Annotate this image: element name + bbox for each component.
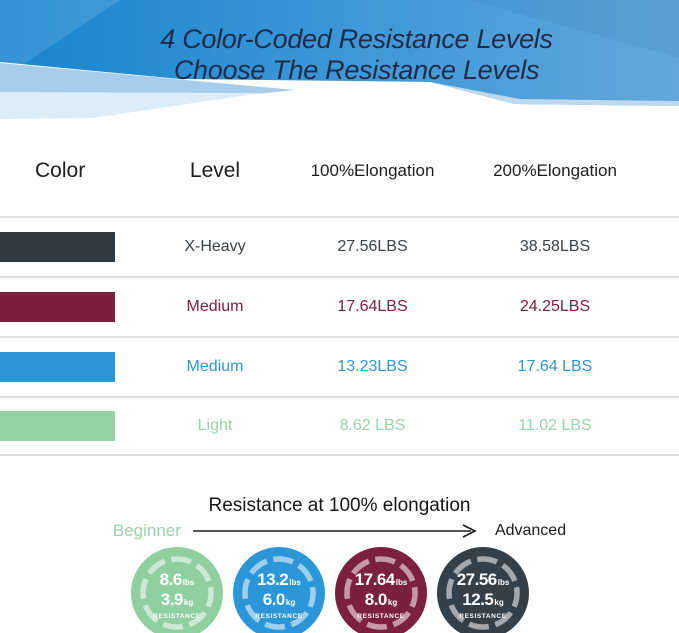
dashed-ring-icon xyxy=(344,556,418,630)
header-banner: 4 Color-Coded Resistance Levels Choose T… xyxy=(0,0,679,125)
badge-kg-line: 12.5 kg xyxy=(462,591,503,611)
elongation-100-cell: 27.56LBS xyxy=(337,238,408,255)
table-row: Light 8.62 LBS 11.02 LBS xyxy=(0,396,679,456)
column-header-level: Level xyxy=(189,158,241,182)
badge-kg-value: 3.9 xyxy=(160,589,184,609)
resistance-table: Color Level 100%Elongation 200%Elongatio… xyxy=(0,125,679,456)
header-background-graphic xyxy=(0,0,679,125)
right-arrow-icon xyxy=(192,524,477,538)
scale-row: Beginner Advanced xyxy=(0,521,679,541)
level-cell: Medium xyxy=(186,358,244,375)
elongation-100-cell: 17.64LBS xyxy=(337,298,408,315)
scale-title: Resistance at 100% elongation xyxy=(208,495,471,516)
table-row: Medium 17.64LBS 24.25LBS xyxy=(0,276,679,336)
badge-kg-unit: kg xyxy=(387,597,398,607)
elongation-200-cell: 24.25LBS xyxy=(519,298,591,315)
beginner-label: Beginner xyxy=(112,521,181,540)
badge-caption: RESISTANCE xyxy=(357,612,405,620)
level-cell: Light xyxy=(197,417,233,434)
badge-lbs-line: 8.6 lbs xyxy=(160,571,195,591)
difficulty-scale: Resistance at 100% elongation Beginner A… xyxy=(0,495,679,541)
badge-kg-line: 3.9 kg xyxy=(161,591,193,611)
badge-lbs-value: 8.6 xyxy=(159,569,183,589)
color-swatch xyxy=(0,292,115,322)
elongation-200-cell: 11.02 LBS xyxy=(518,417,592,434)
column-header-200-elongation: 200%Elongation xyxy=(493,160,617,180)
table-header-row: Color Level 100%Elongation 200%Elongatio… xyxy=(0,125,679,216)
table-row: X-Heavy 27.56LBS 38.58LBS xyxy=(0,216,679,276)
resistance-badge-light: 8.6 lbs 3.9 kg RESISTANCE xyxy=(131,547,223,633)
color-swatch xyxy=(0,352,115,382)
badge-lbs-line: 17.64 lbs xyxy=(355,571,408,591)
resistance-badge-medium-maroon: 17.64 lbs 8.0 kg RESISTANCE xyxy=(335,547,427,633)
resistance-badge-medium-blue: 13.2 lbs 6.0 kg RESISTANCE xyxy=(233,547,325,633)
badge-kg-unit: kg xyxy=(494,597,504,607)
dashed-ring-icon xyxy=(242,556,316,630)
badge-lbs-value: 17.64 xyxy=(354,569,396,589)
badge-lbs-unit: lbs xyxy=(497,577,510,587)
dashed-ring-icon xyxy=(446,556,520,630)
table-row: Medium 13.23LBS 17.64 LBS xyxy=(0,336,679,396)
badge-caption: RESISTANCE xyxy=(255,612,303,620)
column-header-100-elongation: 100%Elongation xyxy=(310,160,435,180)
badge-kg-value: 12.5 xyxy=(462,589,494,609)
page-title-line2: Choose The Resistance Levels xyxy=(173,55,540,85)
column-header-color: Color xyxy=(35,158,86,182)
advanced-label: Advanced xyxy=(494,522,567,539)
badge-caption: RESISTANCE xyxy=(459,612,507,620)
badge-kg-line: 8.0 kg xyxy=(365,591,397,611)
elongation-200-cell: 17.64 LBS xyxy=(517,358,593,375)
elongation-100-cell: 8.62 LBS xyxy=(339,417,406,434)
badge-lbs-line: 27.56 lbs xyxy=(457,571,510,591)
level-cell: X-Heavy xyxy=(184,238,246,255)
badge-kg-value: 8.0 xyxy=(364,589,388,609)
badge-caption: RESISTANCE xyxy=(153,612,201,620)
badge-kg-value: 6.0 xyxy=(262,589,286,609)
header-titles: 4 Color-Coded Resistance Levels Choose T… xyxy=(0,24,679,86)
badge-lbs-value: 13.2 xyxy=(257,569,289,589)
level-cell: Medium xyxy=(186,298,244,315)
color-swatch xyxy=(0,232,115,262)
resistance-badge-x-heavy: 27.56 lbs 12.5 kg RESISTANCE xyxy=(437,547,529,633)
badge-lbs-unit: lbs xyxy=(289,577,301,587)
page-title-line1: 4 Color-Coded Resistance Levels xyxy=(160,24,553,54)
elongation-200-cell: 38.58LBS xyxy=(519,238,591,255)
badge-kg-unit: kg xyxy=(183,597,194,607)
resistance-badges: 8.6 lbs 3.9 kg RESISTANCE 13.2 lbs 6.0 k… xyxy=(131,547,529,633)
badge-lbs-value: 27.56 xyxy=(456,569,498,589)
dashed-ring-icon xyxy=(140,556,214,630)
badge-kg-line: 6.0 kg xyxy=(263,591,295,611)
badge-lbs-line: 13.2 lbs xyxy=(257,571,301,591)
badge-lbs-unit: lbs xyxy=(182,577,195,587)
badge-kg-unit: kg xyxy=(285,597,296,607)
elongation-100-cell: 13.23LBS xyxy=(337,358,408,375)
badge-lbs-unit: lbs xyxy=(395,577,408,587)
color-swatch xyxy=(0,411,115,441)
